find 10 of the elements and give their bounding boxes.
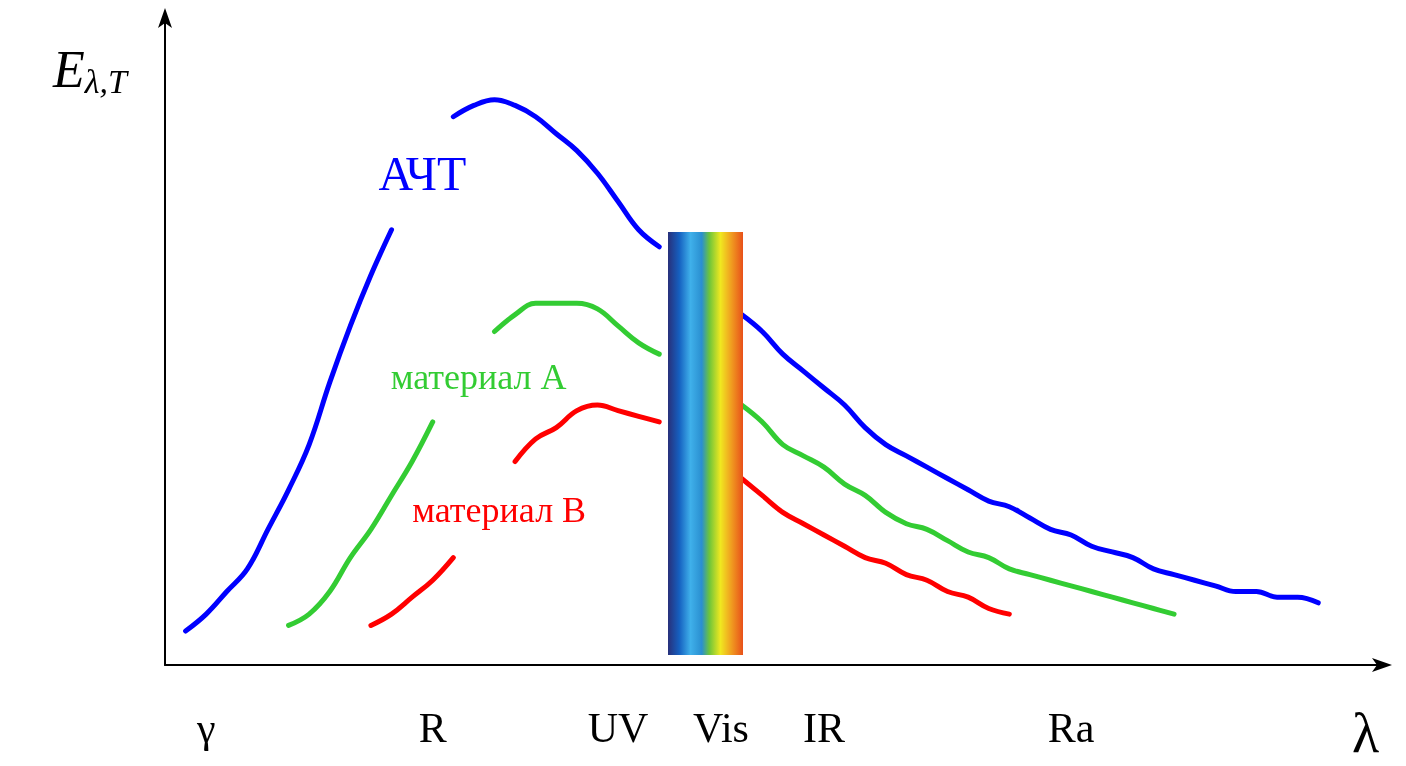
x-tick-label: IR: [802, 705, 845, 751]
series-label: материал A: [390, 356, 567, 397]
x-tick-label: γ: [195, 705, 216, 751]
series-label: АЧТ: [378, 146, 467, 200]
series-label: материал B: [412, 489, 587, 530]
x-tick-label: Vis: [693, 705, 749, 751]
x-tick-label: R: [418, 705, 447, 751]
x-tick-label: Ra: [1047, 705, 1095, 751]
x-tick-label: UV: [587, 705, 649, 751]
x-axis-title: λ: [1352, 702, 1380, 764]
